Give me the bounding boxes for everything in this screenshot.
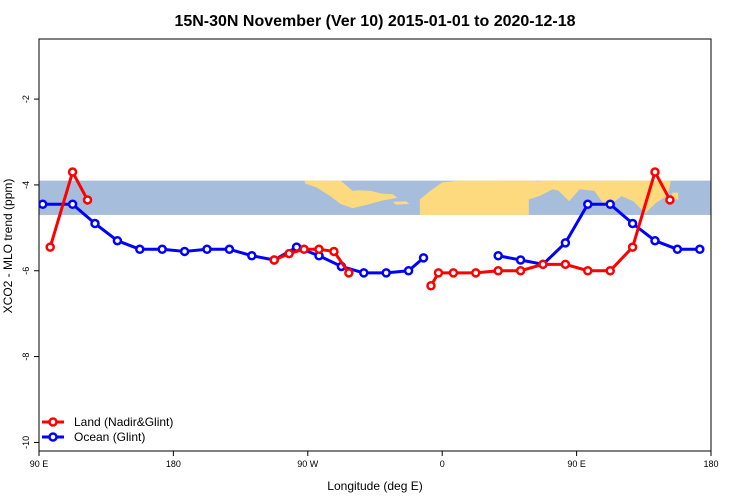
ocean-glint-point — [560, 238, 571, 248]
ocean-glint-point — [359, 268, 369, 278]
land-nadir-glint-legend-marker — [48, 417, 58, 427]
land-nadir-glint-point — [583, 266, 593, 276]
ocean-glint-point — [39, 199, 48, 209]
ocean-glint-point — [583, 199, 593, 209]
y-tick-label: -2 — [21, 95, 31, 103]
ocean-glint-point — [112, 235, 123, 246]
land-nadir-glint-point — [67, 167, 78, 177]
land-nadir-glint-point — [605, 266, 615, 276]
y-tick-label: -8 — [21, 353, 31, 361]
land-nadir-glint-point — [344, 268, 354, 278]
ocean-glint-point — [605, 199, 615, 209]
y-tick-label: -4 — [21, 181, 31, 189]
land-nadir-glint-point — [299, 244, 309, 255]
ocean-glint-point — [135, 244, 145, 255]
land-nadir-glint-point — [650, 167, 660, 177]
y-tick-label: -6 — [21, 267, 31, 275]
ocean-glint-point — [418, 253, 429, 263]
x-tick-label: 90 E — [30, 459, 49, 469]
ocean-glint-point — [224, 244, 235, 255]
x-tick-label: 0 — [440, 459, 445, 469]
ocean-glint-legend-label: Ocean (Glint) — [74, 430, 145, 444]
ocean-glint-point — [650, 235, 660, 246]
ocean-glint-point — [381, 268, 391, 278]
y-axis: -2 -4 -6 -8 -10 — [21, 95, 39, 449]
y-tick-label: -10 — [21, 436, 31, 449]
y-axis-label: XCO2 - MLO trend (ppm) — [1, 179, 15, 314]
ocean-glint-point — [493, 250, 503, 261]
ocean-glint-point — [515, 255, 526, 265]
ocean-glint-point — [90, 218, 100, 229]
x-tick-label: 90 E — [567, 459, 586, 469]
land-nadir-glint-point — [515, 266, 526, 276]
land-nadir-glint-point — [426, 281, 436, 291]
land-nadir-glint-point — [471, 268, 481, 278]
land-nadir-glint-point — [665, 195, 675, 205]
ocean-glint-legend-marker — [48, 432, 58, 442]
land-nadir-glint-point — [433, 268, 444, 278]
ocean-glint-point — [627, 218, 638, 229]
arabia-land — [498, 180, 532, 200]
ocean-glint-point — [202, 244, 212, 255]
land-nadir-glint-point — [493, 266, 503, 276]
land-nadir-glint-point — [627, 242, 638, 252]
land-nadir-glint-point — [448, 268, 459, 278]
ocean-glint-point — [672, 244, 683, 255]
land-nadir-glint-point — [269, 255, 279, 265]
ocean-glint-point — [403, 266, 414, 276]
caribbean-land — [392, 201, 410, 205]
land-nadir-glint-legend-label: Land (Nadir&Glint) — [74, 415, 173, 429]
land-nadir-glint-point — [284, 248, 294, 259]
land-nadir-glint-point — [82, 195, 93, 205]
chart-title: 15N-30N November (Ver 10) 2015-01-01 to … — [174, 13, 575, 30]
ocean-glint-point — [67, 199, 78, 209]
land-nadir-glint-point — [538, 259, 548, 270]
x-axis: 90 E 180 90 W 0 90 E 180 — [30, 451, 719, 469]
ocean-glint-line — [497, 202, 700, 266]
ocean-glint-point — [695, 244, 705, 255]
land-nadir-glint-point — [314, 244, 324, 255]
ocean-glint-point — [179, 246, 190, 257]
land-nadir-glint-point — [560, 259, 571, 270]
x-axis-label: Longitude (deg E) — [327, 479, 422, 493]
asia-land — [539, 180, 671, 214]
land-nadir-glint-point — [329, 246, 339, 257]
world-map-band — [39, 180, 711, 215]
legend: Land (Nadir&Glint)Ocean (Glint) — [42, 415, 173, 444]
x-tick-label: 180 — [166, 459, 181, 469]
series-layer — [39, 167, 705, 291]
x-tick-label: 180 — [703, 459, 718, 469]
ocean-glint-point — [247, 250, 257, 261]
x-tick-label: 90 W — [297, 459, 319, 469]
ocean-glint-point — [157, 244, 167, 255]
north-america-land — [304, 180, 398, 209]
plot-frame — [38, 38, 712, 452]
land-nadir-glint-point — [45, 242, 55, 252]
